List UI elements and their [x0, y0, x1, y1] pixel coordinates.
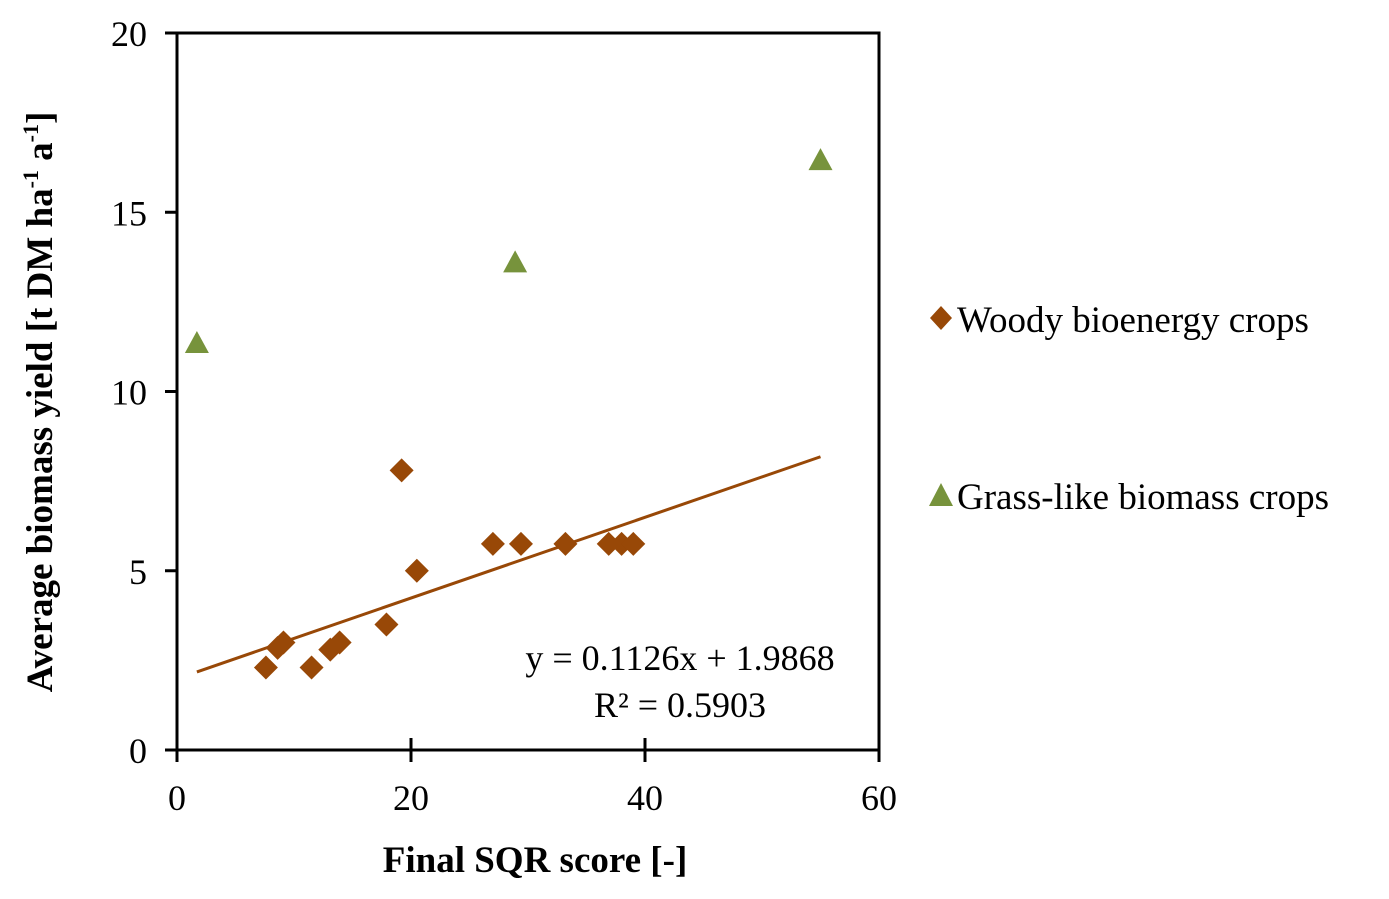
y-axis-title: Average biomass yield [t DM ha-1 a-1] — [18, 112, 61, 693]
woody-data-point — [480, 531, 505, 556]
woody-data-point — [271, 630, 296, 655]
x-tick-label: 60 — [861, 778, 897, 818]
legend-label-grass: Grass-like biomass crops — [957, 477, 1329, 518]
legend-label-woody: Woody bioenergy crops — [957, 300, 1309, 341]
trendline-group — [196, 455, 821, 674]
data-points — [184, 148, 833, 680]
y-axis-title-main: Average biomass yield [t DM ha — [20, 188, 61, 692]
woody-data-point — [327, 630, 352, 655]
y-tick-label: 0 — [129, 731, 147, 771]
trendline — [196, 455, 821, 674]
woody-data-point — [553, 531, 578, 556]
y-axis-title-end: ] — [20, 112, 61, 124]
legend: Woody bioenergy crops Grass-like biomass… — [929, 300, 1329, 518]
grass-data-point — [184, 331, 209, 354]
legend-item-grass[interactable]: Grass-like biomass crops — [929, 477, 1329, 518]
y-tick-label: 10 — [111, 373, 147, 413]
legend-triangle-icon — [929, 483, 953, 506]
y-tick-label: 20 — [111, 14, 147, 54]
y-axis-ticks: 0 5 10 15 20 — [111, 14, 177, 771]
y-axis-title-mid: a — [20, 142, 61, 170]
trendline-equation: y = 0.1126x + 1.9868 — [525, 638, 834, 678]
x-axis-ticks: 0 20 40 60 — [168, 738, 897, 818]
x-tick-label: 0 — [168, 778, 186, 818]
woody-data-point — [299, 655, 324, 680]
woody-data-point — [389, 458, 414, 483]
legend-item-woody[interactable]: Woody bioenergy crops — [930, 300, 1309, 341]
grass-data-point — [503, 250, 528, 273]
woody-data-point — [621, 531, 646, 556]
woody-data-point — [596, 531, 621, 556]
woody-data-point — [253, 655, 278, 680]
woody-data-point — [404, 558, 429, 583]
x-tick-label: 20 — [393, 778, 429, 818]
trendline-r-squared: R² = 0.5903 — [594, 685, 766, 725]
woody-data-point — [508, 531, 533, 556]
legend-diamond-icon — [930, 306, 952, 330]
y-axis-title-sup1: -1 — [18, 170, 43, 188]
y-tick-label: 5 — [129, 552, 147, 592]
x-tick-label: 40 — [627, 778, 663, 818]
x-axis-title: Final SQR score [-] — [383, 840, 688, 881]
y-tick-label: 15 — [111, 193, 147, 233]
grass-data-point — [808, 148, 833, 171]
y-axis-title-sup2: -1 — [18, 124, 43, 142]
woody-data-point — [374, 612, 399, 637]
